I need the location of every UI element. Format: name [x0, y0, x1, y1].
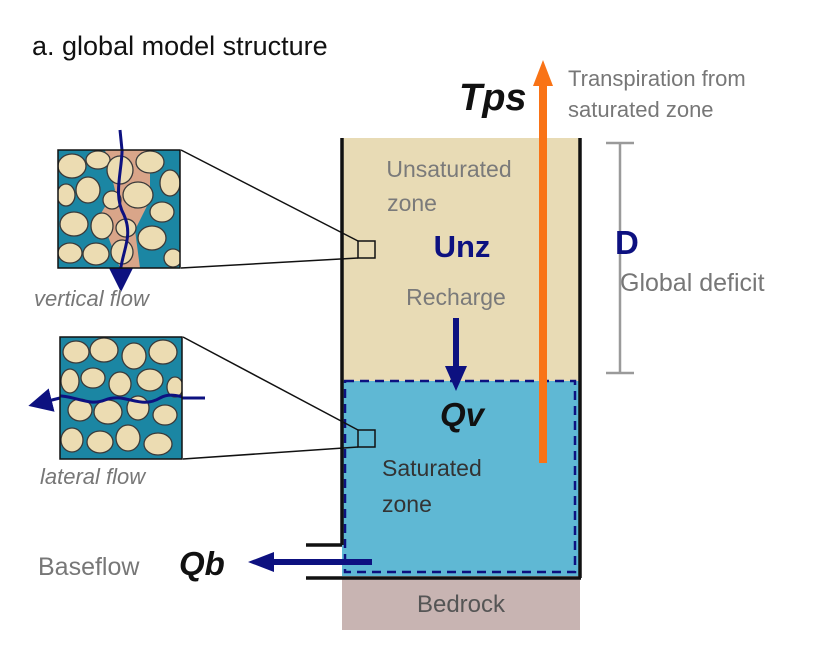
unz-label: Unz	[434, 229, 491, 264]
saturated-label-line2: zone	[382, 491, 432, 517]
lateral-flow-soil-inset	[28, 336, 205, 460]
baseflow-arrowhead	[248, 552, 274, 572]
tps-label: Tps	[459, 77, 527, 119]
transpiration-label-line1: Transpiration from	[568, 66, 746, 91]
baseflow-label: Baseflow	[38, 553, 140, 581]
vertical-flow-label: vertical flow	[34, 286, 151, 311]
transpiration-label-line2: saturated zone	[568, 97, 714, 122]
global-deficit-label: Global deficit	[620, 269, 765, 297]
transpiration-arrowhead	[533, 60, 553, 86]
recharge-arrowhead	[445, 366, 467, 391]
deficit-bracket	[606, 141, 634, 375]
vertical-flow-soil-inset	[57, 129, 181, 292]
qv-label: Qv	[440, 396, 486, 433]
qb-label: Qb	[179, 545, 225, 582]
bedrock-layer	[342, 578, 580, 630]
bedrock-label: Bedrock	[417, 591, 506, 618]
column-walls	[306, 138, 582, 580]
unsaturated-label-line2: zone	[387, 190, 437, 216]
deficit-d-label: D	[615, 224, 639, 261]
unsaturated-label-line1: Unsaturated	[386, 156, 511, 182]
zoom-connectors	[180, 149, 376, 460]
saturated-label-line1: Saturated	[382, 455, 482, 481]
lateral-flow-label: lateral flow	[40, 464, 147, 489]
recharge-label: Recharge	[406, 284, 506, 310]
diagram-title: a. global model structure	[32, 31, 328, 61]
